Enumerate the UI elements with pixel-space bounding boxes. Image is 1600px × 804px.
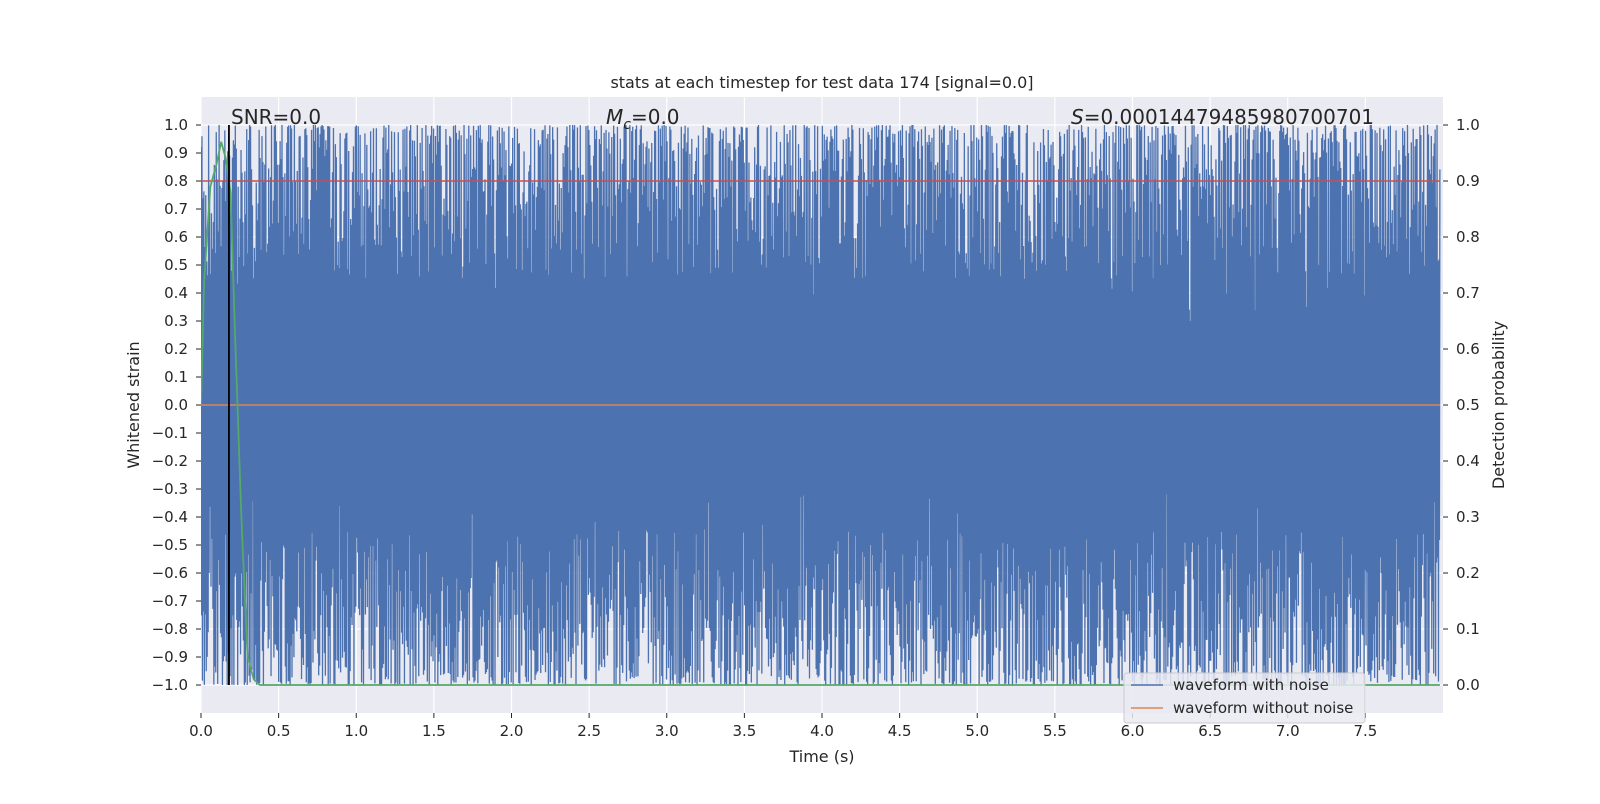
mc-annotation: Mc=0.0 [606,105,680,133]
y-tick-label: 0.7 [164,200,188,218]
x-axis-label: Time (s) [788,747,854,766]
y-tick-label: 0.3 [164,312,188,330]
y2-axis-label: Detection probability [1489,321,1508,489]
legend-label-noise: waveform with noise [1173,676,1329,694]
y2-tick-label: 0.9 [1456,172,1480,190]
mc-symbol: M [606,105,623,129]
y-tick-label: 0.8 [164,172,188,190]
y-tick-label: 0.1 [164,368,188,386]
series-line-noise [201,124,1441,686]
y-tick-label: 0.0 [164,396,188,414]
y-tick-label: −0.4 [152,508,188,526]
y-tick-label: −0.9 [152,648,188,666]
y-tick-label: −0.1 [152,424,188,442]
x-tick-label: 2.0 [500,722,524,740]
y2-tick-label: 0.8 [1456,228,1480,246]
series-waveform-with-noise [201,124,1441,686]
x-tick-label: 6.0 [1121,722,1145,740]
legend-label-clean: waveform without noise [1173,699,1353,717]
y-tick-label: −0.2 [152,452,188,470]
series-detection-probability [201,141,1440,686]
x-tick-label: 5.5 [1043,722,1067,740]
x-tick-label: 2.5 [577,722,601,740]
y-tick-label: −0.8 [152,620,188,638]
y2-tick-label: 0.5 [1456,396,1480,414]
y-tick-label: 0.9 [164,144,188,162]
y2-tick-label: 0.2 [1456,564,1480,582]
mc-subscript: c [623,117,631,133]
legend-box [1123,672,1366,724]
y-tick-label: −0.7 [152,592,188,610]
y2-tick-label: 0.0 [1456,676,1480,694]
y-tick-label: −1.0 [152,676,188,694]
x-tick-label: 7.5 [1353,722,1377,740]
y-tick-label: 1.0 [164,116,188,134]
y2-tick-label: 1.0 [1456,116,1480,134]
y-tick-label: 0.5 [164,256,188,274]
x-tick-label: 0.0 [189,722,213,740]
x-tick-label: 4.5 [888,722,912,740]
y2-tick-label: 0.3 [1456,508,1480,526]
x-tick-label: 7.0 [1276,722,1300,740]
legend: waveform with noise waveform without noi… [1123,672,1366,724]
snr-annotation: SNR=0.0 [231,105,321,129]
y-tick-label: 0.4 [164,284,188,302]
x-tick-label: 1.0 [344,722,368,740]
y-tick-label: −0.5 [152,536,188,554]
y-tick-label: 0.6 [164,228,188,246]
x-tick-label: 1.5 [422,722,446,740]
y-axis-label: Whitened strain [124,341,143,468]
y-tick-label: −0.3 [152,480,188,498]
x-tick-label: 0.5 [267,722,291,740]
x-tick-label: 3.0 [655,722,679,740]
s-value: =0.00014479485980700701 [1084,105,1374,129]
y-axis-ticks: 1.0 0.9 0.8 0.7 0.6 0.5 0.4 0.3 0.2 0.1 0.0 −0.1 −0.… [152,116,201,694]
y2-tick-label: 0.7 [1456,284,1480,302]
y-tick-label: −0.6 [152,564,188,582]
chart-title: stats at each timestep for test data 174… [610,73,1033,92]
y2-tick-label: 0.1 [1456,620,1480,638]
x-tick-label: 5.0 [965,722,989,740]
s-annotation: S=0.00014479485980700701 [1071,105,1374,129]
y2-axis-ticks: 1.0 0.9 0.8 0.7 0.6 0.5 0.4 0.3 0.2 0.1 0.0 [1443,116,1480,694]
x-tick-label: 4.0 [810,722,834,740]
y2-tick-label: 0.4 [1456,452,1480,470]
y2-tick-label: 0.6 [1456,340,1480,358]
s-symbol: S [1071,105,1084,129]
x-axis-ticks: 0.0 0.5 1.0 1.5 2.0 2.5 3.0 3.5 4.0 4.5 5.0 5.5 6.0 6… [189,713,1377,740]
y-tick-label: 0.2 [164,340,188,358]
x-tick-label: 6.5 [1198,722,1222,740]
series-line-probability [201,141,1440,686]
x-tick-label: 3.5 [732,722,756,740]
mc-value: =0.0 [631,105,680,129]
